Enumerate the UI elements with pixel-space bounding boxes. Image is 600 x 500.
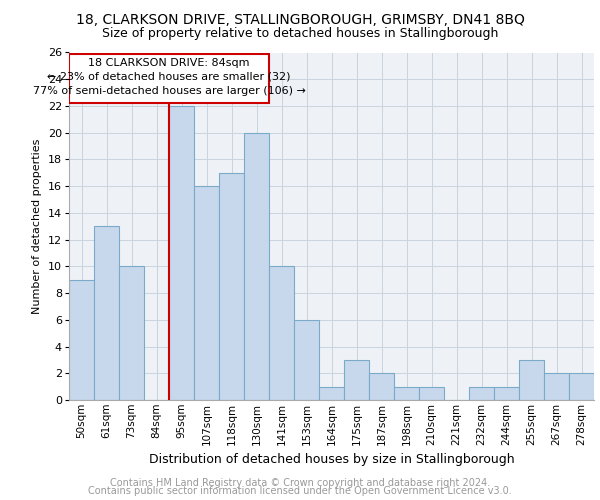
Bar: [244, 132, 269, 400]
Text: 77% of semi-detached houses are larger (106) →: 77% of semi-detached houses are larger (…: [32, 86, 305, 96]
Bar: [419, 386, 444, 400]
Bar: [469, 386, 494, 400]
Bar: [569, 374, 594, 400]
Bar: [119, 266, 144, 400]
Bar: [319, 386, 344, 400]
Text: 18, CLARKSON DRIVE, STALLINGBOROUGH, GRIMSBY, DN41 8BQ: 18, CLARKSON DRIVE, STALLINGBOROUGH, GRI…: [76, 12, 524, 26]
Bar: [494, 386, 519, 400]
Bar: [194, 186, 219, 400]
Bar: [94, 226, 119, 400]
Text: ← 23% of detached houses are smaller (32): ← 23% of detached houses are smaller (32…: [47, 72, 291, 82]
Bar: [519, 360, 544, 400]
Bar: [394, 386, 419, 400]
Y-axis label: Number of detached properties: Number of detached properties: [32, 138, 42, 314]
Text: Size of property relative to detached houses in Stallingborough: Size of property relative to detached ho…: [102, 28, 498, 40]
Bar: [169, 106, 194, 400]
Text: 18 CLARKSON DRIVE: 84sqm: 18 CLARKSON DRIVE: 84sqm: [88, 58, 250, 68]
X-axis label: Distribution of detached houses by size in Stallingborough: Distribution of detached houses by size …: [149, 453, 514, 466]
Bar: [219, 173, 244, 400]
Bar: [369, 374, 394, 400]
Bar: [69, 54, 269, 104]
Text: Contains public sector information licensed under the Open Government Licence v3: Contains public sector information licen…: [88, 486, 512, 496]
Bar: [69, 280, 94, 400]
Text: Contains HM Land Registry data © Crown copyright and database right 2024.: Contains HM Land Registry data © Crown c…: [110, 478, 490, 488]
Bar: [544, 374, 569, 400]
Bar: [344, 360, 369, 400]
Bar: [294, 320, 319, 400]
Bar: [269, 266, 294, 400]
